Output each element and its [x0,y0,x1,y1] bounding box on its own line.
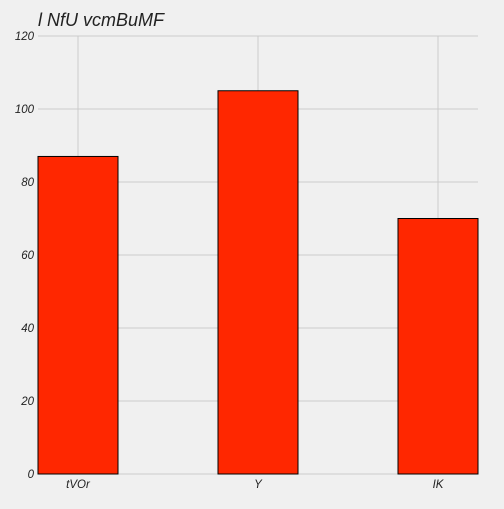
y-axis-tick-labels: 0 20 40 60 80 100 120 [15,31,35,481]
y-tick-label: 100 [15,104,35,116]
bars [37,90,479,475]
x-axis-tick-labels: tVOr Y IK [66,479,445,491]
y-tick-label: 40 [21,323,34,335]
y-tick-label: 20 [20,396,34,408]
y-tick-label: 80 [21,177,34,189]
bar-tVOr [37,155,119,475]
bar-Y [217,90,299,475]
y-tick-label: 0 [28,469,35,481]
bar-IK [397,218,479,475]
chart-title: l NfU vcmBuMF [38,10,165,30]
x-tick-label: Y [254,479,263,491]
x-tick-label: IK [433,479,445,491]
y-tick-label: 60 [21,250,34,262]
y-tick-label: 120 [15,31,35,43]
x-tick-label: tVOr [66,479,91,491]
